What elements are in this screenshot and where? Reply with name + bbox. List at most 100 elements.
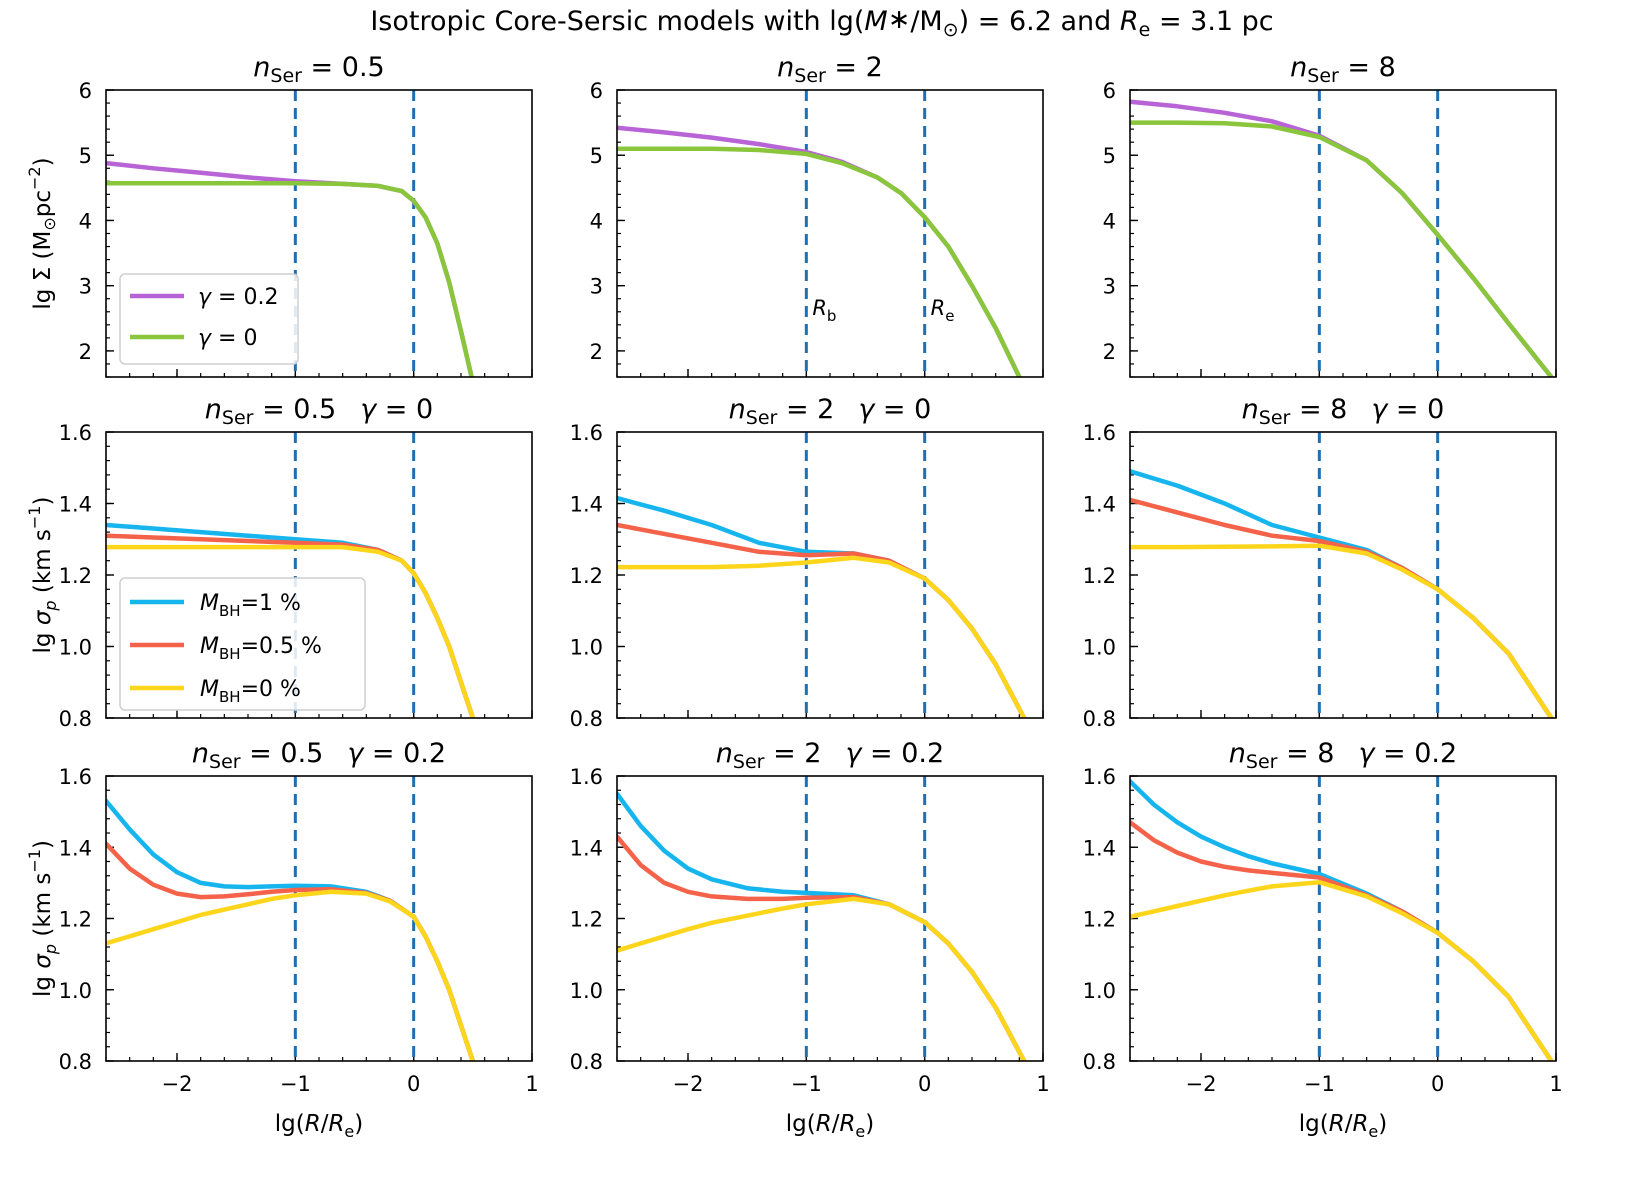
y-tick-label: 1.0: [1083, 979, 1116, 1003]
legend-m: M: [200, 677, 219, 702]
legend-label: γ = 0.2: [198, 285, 278, 310]
x-tick-label: −1: [791, 1072, 822, 1096]
xlabel-sub: e: [855, 1122, 865, 1141]
title-gamma: γ: [858, 394, 876, 425]
series-line-mbh0: [1130, 543, 1554, 718]
title-eq: =: [253, 394, 293, 425]
xlabel-part: lg(: [786, 1111, 816, 1137]
title-gamma-value: 0: [1427, 394, 1444, 425]
panel-title: nSer = 8: [1290, 52, 1396, 87]
y-tick-label: 1.0: [59, 636, 92, 660]
series-line-gamma0: [1130, 120, 1554, 377]
y-tick-label: 1.0: [59, 979, 92, 1003]
ylabel-part: lg: [30, 969, 56, 997]
title-ser: Ser: [1307, 65, 1339, 87]
y-tick-label: 2: [590, 340, 603, 364]
title-n-value: 0.5: [342, 52, 385, 83]
xlabel-r: R: [816, 1111, 832, 1137]
ylabel-sub: p: [41, 600, 60, 611]
y-tick-label: 0.8: [59, 1050, 92, 1074]
title-n: n: [716, 738, 733, 769]
y-tick-label: 3: [1103, 275, 1116, 299]
y-tick-label: 4: [590, 209, 603, 233]
title-gamma-eq: =: [363, 738, 403, 769]
y-tick-label: 1.4: [570, 493, 603, 517]
ylabel-surface-density: lg Σ (M⊙pc−2): [25, 157, 59, 309]
title-n: n: [777, 52, 794, 83]
re-sub: e: [945, 307, 954, 325]
panel-title: nSer = 2: [777, 52, 883, 87]
x-tick-label: −1: [1304, 1072, 1335, 1096]
title-n: n: [192, 738, 209, 769]
ylabel-dispersion-row3: lg σp (km s−1): [25, 840, 60, 997]
xlabel-part: /: [321, 1111, 329, 1137]
xlabel-r: R: [305, 1111, 321, 1137]
series-group: [106, 798, 476, 1061]
title-n-value: 8: [1379, 52, 1396, 83]
legend-m: M: [200, 634, 219, 659]
title-n: n: [205, 394, 222, 425]
rb-annotation: Rb: [812, 296, 836, 325]
legend-rest: = 0: [211, 326, 257, 351]
y-tick-label: 1.0: [570, 636, 603, 660]
title-gamma-eq: =: [1387, 394, 1427, 425]
series-line-gamma0: [617, 146, 1022, 377]
series-group: [1130, 469, 1554, 718]
y-tick-label: 6: [590, 79, 603, 103]
y-tick-label: 6: [79, 79, 92, 103]
title-gamma-eq: =: [376, 394, 416, 425]
ylabel-sun: ⊙: [40, 217, 59, 230]
series-line-mbh1: [617, 495, 1027, 718]
panel-title: nSer = 0.5 γ = 0.2: [192, 738, 446, 773]
title-n-value: 8: [1330, 394, 1347, 425]
y-tick-label: 0.8: [59, 707, 92, 731]
y-tick-label: 5: [1103, 144, 1116, 168]
series-group: [617, 125, 1022, 377]
title-n-value: 2: [804, 738, 821, 769]
legend-rest: =1 %: [241, 591, 301, 616]
y-tick-label: 1.6: [570, 765, 603, 789]
series-line-mbh1: [106, 798, 476, 1061]
title-eq: =: [241, 738, 281, 769]
title-n-value: 2: [866, 52, 883, 83]
y-tick-label: 1.2: [570, 564, 603, 588]
title-n-value: 2: [817, 394, 834, 425]
xlabel-part: ): [865, 1111, 874, 1137]
panel-frame: [616, 89, 1044, 378]
title-n: n: [1242, 394, 1259, 425]
x-tick-label: −2: [1186, 1072, 1217, 1096]
legend-sub: BH: [219, 688, 241, 706]
series-line-mbh05: [1130, 820, 1554, 1061]
y-tick-label: 0.8: [570, 1050, 603, 1074]
panel-title: nSer = 0.5: [253, 52, 384, 87]
legend-label: MBH=0.5 %: [200, 634, 322, 663]
title-n-value: 0.5: [293, 394, 336, 425]
title-eq: =: [764, 738, 804, 769]
re-annotation: Re: [931, 296, 955, 325]
xlabel-r: R: [328, 1111, 344, 1137]
title-ser: Ser: [1259, 407, 1291, 429]
panel-frame: [616, 775, 1044, 1062]
y-tick-label: 1.4: [59, 836, 92, 860]
xlabel-col-1: lg(R/Re): [786, 1111, 875, 1141]
panel-frame: [1129, 775, 1557, 1062]
title-eq: =: [1277, 738, 1317, 769]
series-group: [1130, 779, 1554, 1061]
series-line-mbh0: [106, 544, 476, 718]
series-line-mbh05: [617, 522, 1027, 718]
y-tick-label: 2: [79, 340, 92, 364]
y-tick-label: 1.6: [59, 421, 92, 445]
title-ser: Ser: [746, 407, 778, 429]
panel-p20: −2 −1 0 1 0.8 1.0 1.2 1.4 1.6 nSer = 0.5 γ = 0.2: [59, 738, 539, 1096]
title-n: n: [729, 394, 746, 425]
title-gamma-value: 0: [914, 394, 931, 425]
title-eq: =: [1339, 52, 1379, 83]
xlabel-part: lg(: [275, 1111, 305, 1137]
series-group: [106, 522, 476, 718]
legend-box: [119, 577, 366, 711]
series-line-mbh05: [1130, 497, 1554, 718]
